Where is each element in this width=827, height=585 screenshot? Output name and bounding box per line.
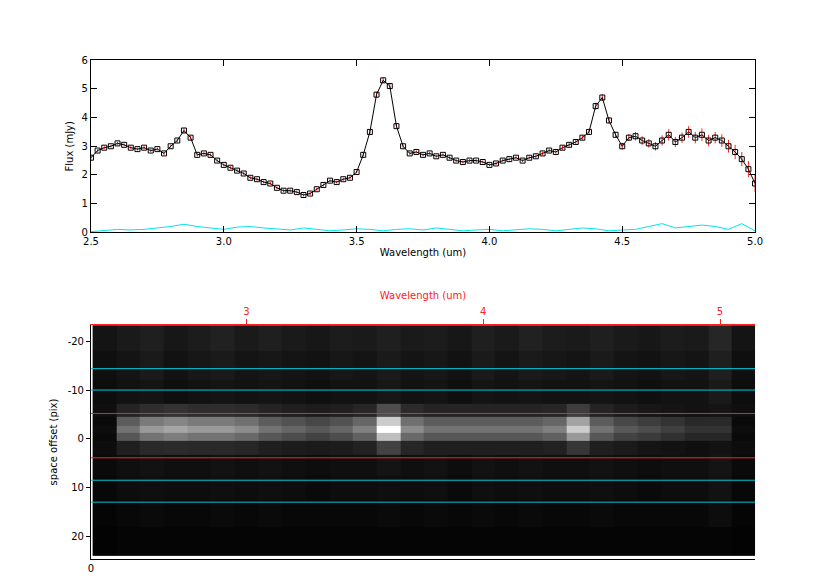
svg-text:space offset (pix): space offset (pix) (48, 398, 59, 485)
svg-text:3: 3 (82, 141, 88, 152)
svg-text:3.0: 3.0 (216, 236, 232, 247)
svg-text:0: 0 (82, 227, 88, 238)
svg-text:1: 1 (82, 198, 88, 209)
svg-text:0: 0 (88, 563, 94, 574)
svg-text:4: 4 (82, 112, 88, 123)
svg-text:10: 10 (71, 482, 84, 493)
svg-text:4.5: 4.5 (614, 236, 630, 247)
svg-text:-20: -20 (68, 336, 84, 347)
svg-text:-10: -10 (68, 385, 84, 396)
svg-text:3.5: 3.5 (349, 236, 365, 247)
svg-text:Wavelength (um): Wavelength (um) (380, 290, 466, 301)
svg-text:5: 5 (82, 83, 88, 94)
svg-text:Wavelength (um): Wavelength (um) (380, 247, 466, 258)
svg-text:5: 5 (717, 306, 723, 317)
svg-text:5.0: 5.0 (747, 236, 763, 247)
svg-text:2.5: 2.5 (83, 236, 99, 247)
svg-text:2: 2 (82, 169, 88, 180)
svg-text:6: 6 (82, 55, 88, 66)
svg-text:Flux (mJy): Flux (mJy) (64, 121, 75, 171)
svg-text:20: 20 (71, 531, 84, 542)
svg-text:0: 0 (78, 433, 84, 444)
svg-text:3: 3 (243, 306, 249, 317)
svg-text:4.0: 4.0 (481, 236, 497, 247)
svg-text:4: 4 (480, 306, 486, 317)
